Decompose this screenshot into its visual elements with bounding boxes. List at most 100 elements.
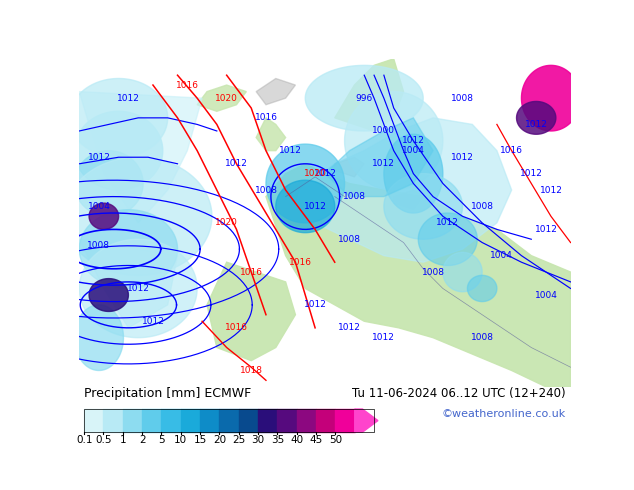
Polygon shape <box>256 118 285 150</box>
Bar <box>297 409 316 432</box>
Polygon shape <box>65 157 212 275</box>
Text: 30: 30 <box>252 435 264 445</box>
Polygon shape <box>467 275 497 301</box>
Text: 1012: 1012 <box>540 186 562 195</box>
Text: 20: 20 <box>213 435 226 445</box>
Polygon shape <box>325 118 433 196</box>
Polygon shape <box>207 262 295 361</box>
Polygon shape <box>276 180 335 233</box>
Text: 1012: 1012 <box>87 153 110 162</box>
Text: 1012: 1012 <box>127 284 150 293</box>
Text: 1016: 1016 <box>240 268 262 276</box>
Text: 1012: 1012 <box>534 225 557 234</box>
Bar <box>200 409 219 432</box>
Polygon shape <box>266 144 345 223</box>
Text: 40: 40 <box>290 435 303 445</box>
Text: 1012: 1012 <box>520 169 543 178</box>
Polygon shape <box>74 150 143 216</box>
Polygon shape <box>345 92 443 190</box>
Polygon shape <box>295 118 512 262</box>
Text: Precipitation [mm] ECMWF: Precipitation [mm] ECMWF <box>84 387 252 400</box>
Text: 1020: 1020 <box>215 94 238 103</box>
Text: 1012: 1012 <box>451 153 474 162</box>
Text: 1008: 1008 <box>254 186 278 195</box>
Polygon shape <box>335 59 404 131</box>
Text: 1012: 1012 <box>525 120 548 129</box>
Bar <box>162 409 181 432</box>
Polygon shape <box>74 111 163 190</box>
Text: 1012: 1012 <box>372 333 396 342</box>
Text: 1008: 1008 <box>338 235 361 244</box>
Text: 1008: 1008 <box>470 202 494 211</box>
Text: ©weatheronline.co.uk: ©weatheronline.co.uk <box>441 409 566 419</box>
Text: 5: 5 <box>158 435 165 445</box>
Bar <box>103 409 123 432</box>
Polygon shape <box>418 213 477 266</box>
FancyArrow shape <box>355 409 378 432</box>
Polygon shape <box>384 173 462 239</box>
Bar <box>84 409 103 432</box>
Text: 1012: 1012 <box>279 146 302 155</box>
Text: 1020: 1020 <box>304 169 327 178</box>
Text: 0.5: 0.5 <box>95 435 112 445</box>
Polygon shape <box>443 252 482 292</box>
Text: 1018: 1018 <box>240 366 262 375</box>
Polygon shape <box>89 203 119 229</box>
Text: 1012: 1012 <box>313 169 337 178</box>
Polygon shape <box>89 279 128 312</box>
Text: 1016: 1016 <box>500 146 523 155</box>
Text: 1008: 1008 <box>470 333 494 342</box>
Bar <box>278 409 297 432</box>
Text: 45: 45 <box>309 435 323 445</box>
Text: 1012: 1012 <box>141 317 164 326</box>
Text: 25: 25 <box>232 435 245 445</box>
Bar <box>258 409 278 432</box>
Text: 1004: 1004 <box>402 146 425 155</box>
Polygon shape <box>70 78 167 157</box>
Bar <box>335 409 355 432</box>
Polygon shape <box>522 65 581 131</box>
Text: 1004: 1004 <box>490 251 514 260</box>
Polygon shape <box>79 92 202 223</box>
Text: 1008: 1008 <box>422 268 444 276</box>
Polygon shape <box>266 164 571 387</box>
Polygon shape <box>74 305 124 370</box>
Text: 10: 10 <box>174 435 188 445</box>
Bar <box>239 409 258 432</box>
Text: 1000: 1000 <box>372 126 396 135</box>
Polygon shape <box>79 239 178 328</box>
Text: 1012: 1012 <box>338 323 361 332</box>
Bar <box>142 409 162 432</box>
Text: 1008: 1008 <box>451 94 474 103</box>
Text: 1016: 1016 <box>289 258 312 267</box>
Text: 1016: 1016 <box>225 323 248 332</box>
Bar <box>84 409 374 432</box>
Bar <box>219 409 239 432</box>
Text: 35: 35 <box>271 435 284 445</box>
Bar <box>123 409 142 432</box>
Text: 1020: 1020 <box>215 219 238 227</box>
Polygon shape <box>394 190 424 210</box>
Text: 1016: 1016 <box>176 80 199 90</box>
Text: 1008: 1008 <box>343 192 366 201</box>
Text: Tu 11-06-2024 06..12 UTC (12+240): Tu 11-06-2024 06..12 UTC (12+240) <box>352 387 566 400</box>
Polygon shape <box>197 85 246 111</box>
Text: 50: 50 <box>329 435 342 445</box>
Text: 996: 996 <box>356 94 373 103</box>
Text: 1016: 1016 <box>254 113 278 122</box>
Text: 1012: 1012 <box>117 94 140 103</box>
Text: 1012: 1012 <box>372 159 396 168</box>
Polygon shape <box>256 78 295 105</box>
Text: 2: 2 <box>139 435 145 445</box>
Bar <box>316 409 335 432</box>
Text: 1012: 1012 <box>436 219 459 227</box>
Text: 1008: 1008 <box>87 241 110 250</box>
Polygon shape <box>384 134 443 213</box>
Polygon shape <box>79 239 197 338</box>
Polygon shape <box>517 101 556 134</box>
Text: 1012: 1012 <box>304 202 327 211</box>
Text: 1004: 1004 <box>534 291 557 299</box>
Text: 1012: 1012 <box>402 136 425 146</box>
Polygon shape <box>79 210 178 289</box>
Text: 1012: 1012 <box>304 300 327 309</box>
